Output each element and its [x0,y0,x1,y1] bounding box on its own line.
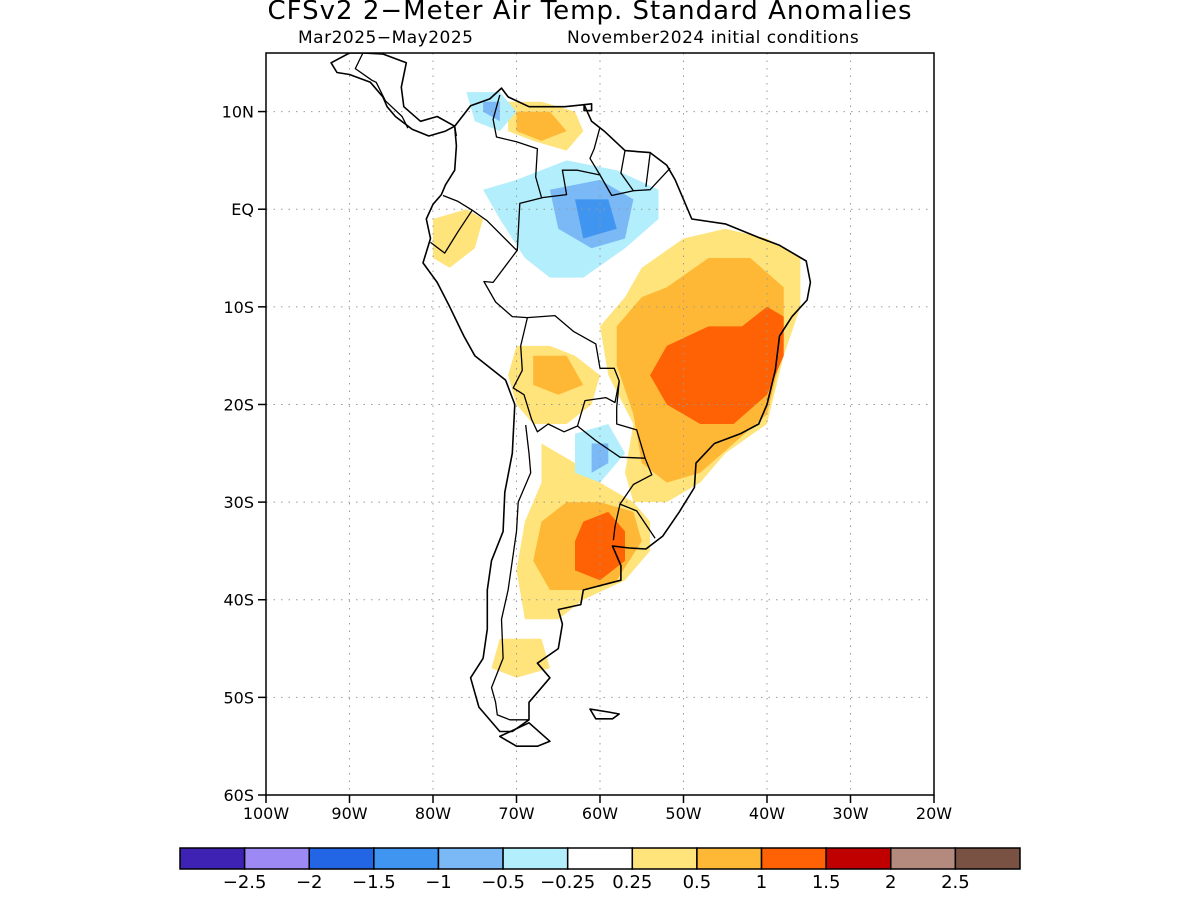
y-tick-label: EQ [231,200,254,219]
border-peru-bolivia-chile [512,317,620,433]
colorbar-swatch [760,847,827,870]
colorbar-label: −2 [296,872,323,893]
chart-title: CFSv2 2−Meter Air Temp. Standard Anomali… [267,0,913,26]
colorbar-swatch [631,847,698,870]
anomaly-region-bolivia-core [533,355,584,395]
colorbar-label: 1 [756,872,767,893]
initial-conditions: November2024 initial conditions [567,28,860,48]
coastline-trinidad [583,103,593,112]
colorbar-swatch [437,847,504,870]
border-andes [490,424,532,721]
x-tick-label: 60W [582,804,618,823]
border-panama-colombia [454,126,458,137]
colorbar-label: −2.5 [223,872,267,893]
y-tick-label: 10S [223,298,254,317]
y-tick-label: 20S [223,395,254,414]
colorbar-swatch [373,847,440,870]
border-ca-borders [354,53,409,129]
colorbar-swatch [825,847,892,870]
colorbar-label: 2 [885,872,896,893]
anomaly-region-pampas-core [575,511,625,581]
coastline-central-america [330,53,456,137]
anomaly-region-amazon-center [575,199,617,239]
x-tick-label: 70W [498,804,534,823]
colorbar-swatch [566,847,634,870]
y-tick-label: 10N [222,103,254,122]
colorbar-swatch [696,847,763,870]
y-tick-label: 60S [223,786,254,805]
anomaly-shading [433,92,801,678]
colorbar-label: 2.5 [941,872,970,893]
x-tick-label: 90W [331,804,367,823]
anomaly-region-ecuador [433,209,484,268]
y-tick-label: 30S [223,493,254,512]
colorbar-swatch [890,847,957,870]
colorbar-swatch [243,847,310,870]
border-ecuador-colombia [442,194,473,211]
border-colombia-venezuela [492,94,543,198]
border-paraguay-argentina [577,425,646,459]
anomaly-region-brazil-core [650,306,784,424]
forecast-period: Mar2025−May2025 [298,28,474,48]
coastline-south-america [422,87,812,733]
colorbar-swatch [308,847,375,870]
coastlines [330,53,812,747]
country-borders [354,53,671,721]
colorbar-swatch [502,847,569,870]
coastline-tierra-del-fuego [499,722,551,747]
colorbar-swatch [954,847,1021,870]
border-guianas3 [645,153,651,187]
colorbar-label: 0.5 [683,872,712,893]
x-tick-label: 50W [665,804,701,823]
border-peru-ecuador-colombia [430,209,517,254]
anomaly-region-venezuela-core [516,111,567,141]
colorbar-swatch [179,847,246,870]
border-guianas [589,127,601,176]
colorbar-label: −1 [425,872,452,893]
x-tick-label: 30W [832,804,868,823]
colorbar: −2.5 −2 −1.5 −1 −0.5 −0.25 0.25 0.5 1 1.5 2 2.5 [179,847,1021,893]
colorbar-label: 1.5 [812,872,841,893]
x-tick-label: 100W [243,804,290,823]
y-tick-label: 40S [223,591,254,610]
x-tick-label: 40W [749,804,785,823]
x-tick-label: 20W [916,804,952,823]
border-argentina-uruguay [612,503,621,541]
colorbar-label: 0.25 [612,872,652,893]
anomaly-region-patagonia [491,638,550,678]
colorbar-label: −0.25 [540,872,595,893]
colorbar-label: −0.5 [481,872,525,893]
coastline-falklands [589,708,620,720]
border-guianas2 [620,150,634,192]
colorbar-label: −1.5 [352,872,396,893]
x-tick-label: 80W [415,804,451,823]
y-tick-label: 50S [223,688,254,707]
